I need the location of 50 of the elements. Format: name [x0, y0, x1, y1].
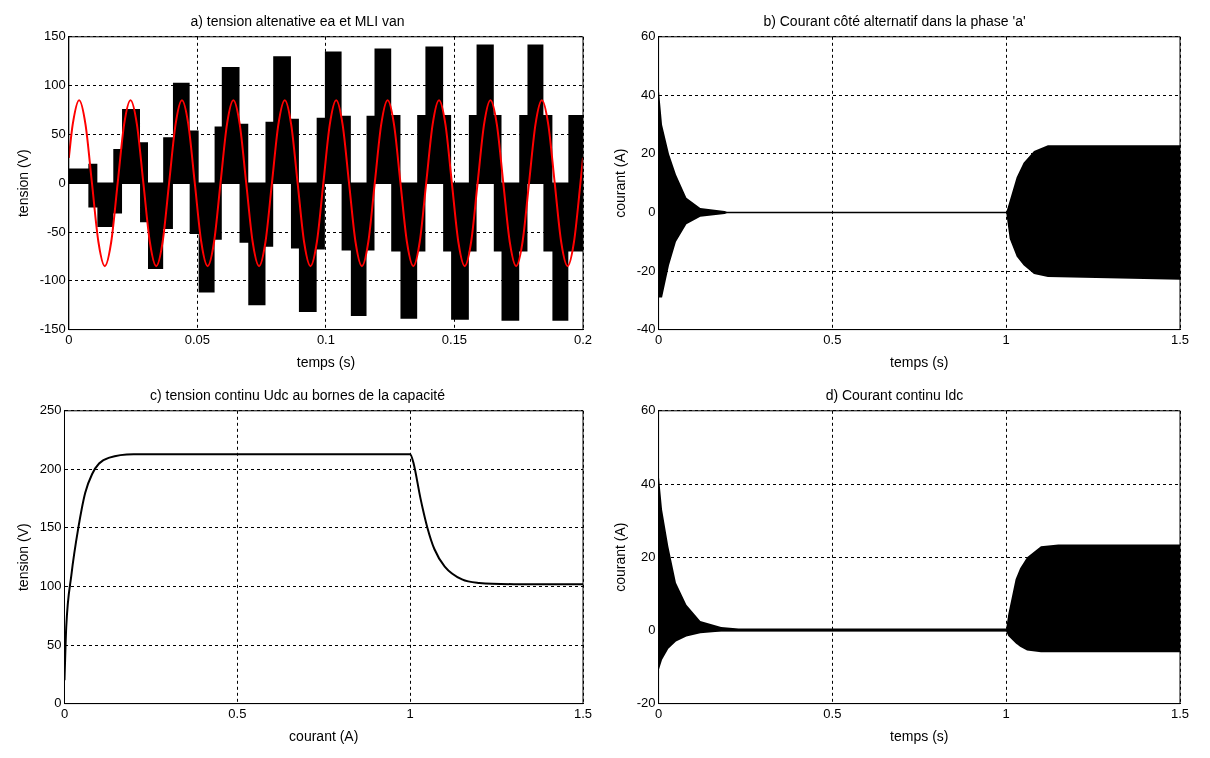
- x-tick-label: 1.5: [1170, 331, 1190, 347]
- y-tick-label: 60: [641, 28, 656, 44]
- x-tick-label: 0.2: [573, 331, 593, 347]
- x-tick-label: 0.5: [228, 705, 247, 721]
- y-tick-label: -150: [39, 321, 66, 337]
- y-tick-label: 50: [47, 636, 62, 652]
- y-axis-title: courant (A): [612, 522, 629, 592]
- y-tick-label: 20: [641, 548, 656, 564]
- y-tick-label: 150: [39, 519, 62, 535]
- y-tick-label: -20: [636, 695, 656, 711]
- y-tick-label: -50: [47, 223, 66, 239]
- y-tick-label: 0: [58, 174, 66, 190]
- y-tick-label: -100: [39, 272, 66, 288]
- y-tick-label: 150: [44, 28, 66, 44]
- x-tick-label: 1.5: [1170, 705, 1190, 721]
- x-tick-label: 1: [406, 705, 414, 721]
- x-tick-label: 0.5: [823, 331, 842, 347]
- x-tick-label: 0.5: [823, 705, 842, 721]
- line-series: [68, 99, 583, 268]
- y-axis-title: tension (V): [15, 149, 32, 218]
- y-tick-label: 250: [39, 402, 62, 418]
- y-tick-label: 100: [39, 578, 62, 594]
- y-axis-title: courant (A): [612, 148, 629, 218]
- y-tick-label: 50: [51, 125, 66, 141]
- x-tick-label: 1: [1002, 331, 1010, 347]
- chart-title: c) tension continu Udc au bornes de la capacité: [150, 387, 446, 404]
- chart-title: b) Courant côté alternatif dans la phase 'a': [763, 13, 1026, 30]
- chart-title: a) tension altenative ea et MLI van: [190, 13, 405, 30]
- chart-title: d) Courant continu Idc: [825, 387, 964, 404]
- x-axis-title: temps (s): [890, 354, 949, 371]
- y-tick-label: 0: [648, 204, 656, 220]
- x-tick-label: 1: [1002, 705, 1010, 721]
- x-tick-label: 0.1: [316, 331, 335, 347]
- y-tick-label: 0: [648, 621, 656, 637]
- y-tick-label: 0: [54, 695, 62, 711]
- x-tick-label: 1.5: [573, 705, 593, 721]
- y-tick-label: -40: [636, 321, 656, 337]
- y-tick-label: 200: [39, 460, 62, 476]
- y-tick-label: 40: [641, 475, 656, 491]
- x-axis-title: courant (A): [289, 728, 359, 745]
- y-axis-title: tension (V): [15, 523, 32, 592]
- y-tick-label: 60: [641, 402, 656, 418]
- x-tick-label: 0.15: [441, 331, 468, 347]
- y-tick-label: 20: [641, 145, 656, 161]
- x-axis-title: temps (s): [296, 354, 356, 371]
- y-tick-label: -20: [636, 262, 656, 278]
- y-tick-label: 40: [641, 86, 656, 102]
- x-axis-title: temps (s): [890, 728, 949, 745]
- x-tick-label: 0.05: [184, 331, 211, 347]
- y-tick-label: 100: [44, 77, 66, 93]
